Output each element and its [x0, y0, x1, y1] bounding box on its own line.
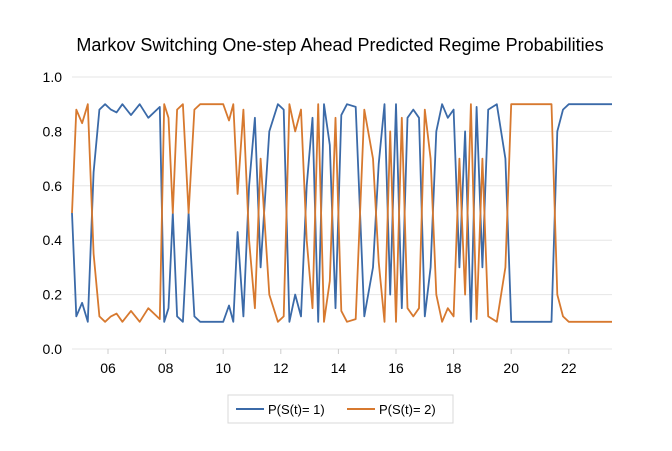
y-tick-label: 0.2 — [43, 287, 63, 303]
legend: P(S(t)= 1) P(S(t)= 2) — [227, 394, 454, 424]
x-tick-label: 08 — [158, 360, 174, 376]
legend-label-series-1: P(S(t)= 1) — [268, 402, 325, 417]
series-line-2 — [71, 103, 612, 323]
x-tick-label: 12 — [273, 360, 289, 376]
x-tick-label: 18 — [446, 360, 462, 376]
y-tick-label: 0.4 — [43, 232, 63, 248]
legend-label-series-2: P(S(t)= 2) — [379, 402, 436, 417]
x-tick-label: 16 — [388, 360, 404, 376]
y-tick-label: 0.6 — [43, 178, 63, 194]
chart-title: Markov Switching One-step Ahead Predicte… — [76, 35, 603, 55]
y-tick-label: 1.0 — [43, 69, 63, 85]
x-tick-label: 14 — [331, 360, 347, 376]
x-tick-label: 06 — [100, 360, 116, 376]
x-tick-label: 22 — [561, 360, 577, 376]
series-lines — [71, 103, 612, 323]
x-axis-ticks: 06 08 10 12 14 16 18 20 22 — [100, 349, 577, 376]
y-tick-label: 0.0 — [43, 341, 63, 357]
x-tick-label: 10 — [215, 360, 231, 376]
y-tick-label: 0.8 — [43, 123, 63, 139]
y-axis-ticks: 0.0 0.2 0.4 0.6 0.8 1.0 — [43, 69, 63, 357]
series-line-1 — [71, 103, 612, 323]
x-tick-label: 20 — [503, 360, 519, 376]
legend-box — [227, 394, 454, 424]
